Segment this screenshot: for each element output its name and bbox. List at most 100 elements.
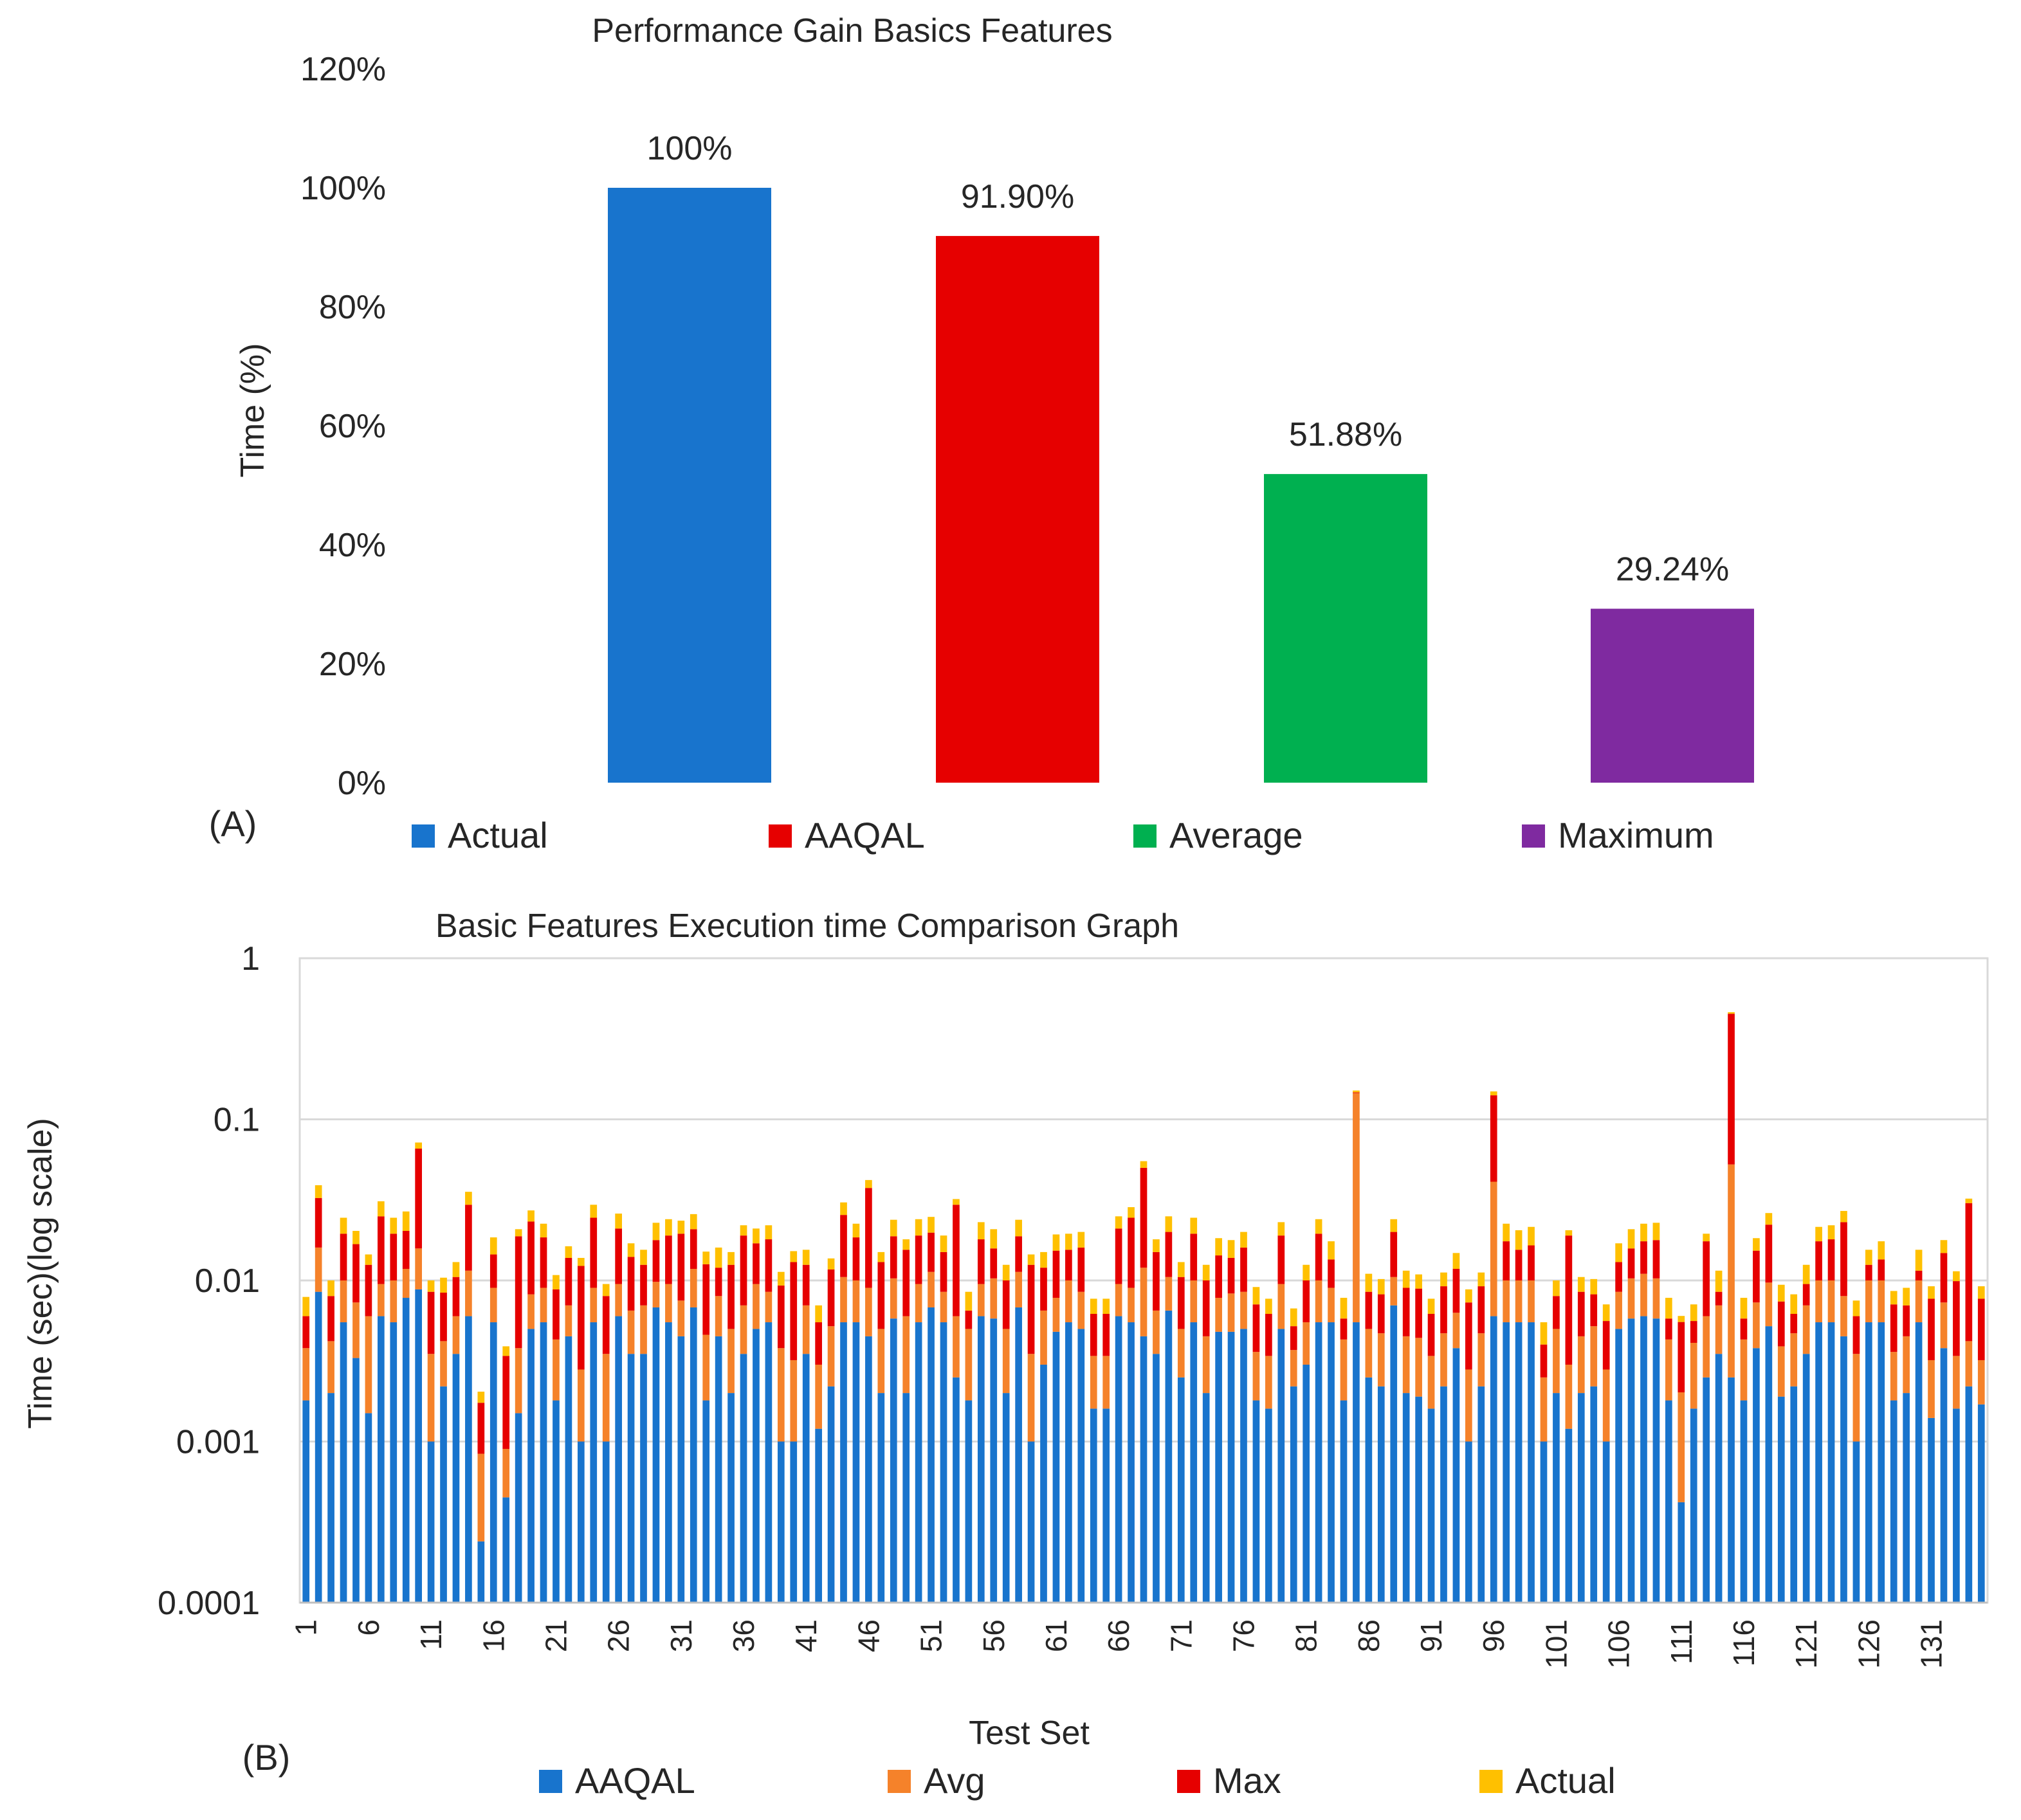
chart-b-bar-segment-actual xyxy=(1427,1298,1435,1315)
chart-b-bar-segment-aaqal xyxy=(1615,1329,1622,1603)
chart-b-bar-segment-actual xyxy=(627,1243,635,1257)
chart-b-bar-segment-max xyxy=(1240,1247,1247,1292)
chart-b-bar-segment-actual xyxy=(1865,1250,1872,1265)
chart-b-bar-segment-aaqal xyxy=(377,1316,385,1603)
chart-a-data-label: 100% xyxy=(647,130,733,167)
chart-a-data-label: 91.90% xyxy=(961,178,1074,215)
chart-b-bar-segment-avg xyxy=(1977,1360,1985,1405)
chart-b-bar-segment-aaqal xyxy=(740,1354,747,1603)
chart-b-bar-segment-aaqal xyxy=(690,1307,697,1603)
chart-b-bar-segment-max xyxy=(1090,1314,1097,1356)
chart-b-bar-segment-actual xyxy=(1027,1254,1035,1265)
chart-b-bar-segment-actual xyxy=(790,1251,798,1262)
chart-b-bar-segment-aaqal xyxy=(1515,1322,1523,1603)
chart-b-bar-segment-aaqal xyxy=(1427,1408,1435,1603)
chart-a-legend-swatch xyxy=(1522,824,1545,848)
chart-b-bar-segment-max xyxy=(1503,1241,1510,1280)
chart-b-bar-segment-avg xyxy=(727,1329,735,1394)
chart-b-bar-segment-avg xyxy=(1815,1280,1822,1323)
chart-a-legend-label: Maximum xyxy=(1558,815,1714,855)
chart-b-bar-segment-max xyxy=(1928,1298,1935,1360)
chart-b-bar-segment-actual xyxy=(1503,1223,1510,1242)
chart-b-bar-segment-max xyxy=(1753,1250,1760,1303)
chart-b-bar-segment-actual xyxy=(315,1185,322,1198)
chart-b-bar-segment-aaqal xyxy=(1503,1322,1510,1603)
chart-b-bar-segment-aaqal xyxy=(1577,1393,1585,1603)
chart-b-bar-segment-max xyxy=(502,1356,510,1449)
chart-b-bar-segment-avg xyxy=(1928,1360,1935,1418)
chart-b-bar-segment-max xyxy=(1915,1270,1923,1280)
chart-b-bar-segment-avg xyxy=(377,1284,385,1316)
chart-b-bar-segment-max xyxy=(1715,1291,1723,1306)
chart-a-data-label: 29.24% xyxy=(1616,551,1729,588)
chart-b-bar-segment-max xyxy=(1477,1286,1485,1334)
chart-b-bar-segment-avg xyxy=(1665,1339,1672,1401)
chart-b-bar-segment-avg xyxy=(640,1305,647,1354)
chart-b-bar-segment-max xyxy=(690,1229,697,1269)
chart-b-y-tick-label: 1 xyxy=(241,940,260,978)
chart-b-bar-segment-aaqal xyxy=(627,1354,635,1603)
chart-b-bar-segment-max xyxy=(1802,1284,1810,1306)
chart-a-bar-actual xyxy=(608,188,771,783)
chart-b-bar-segment-actual xyxy=(1953,1271,1960,1282)
chart-b-bar-segment-aaqal xyxy=(965,1400,973,1603)
chart-b-bar-segment-actual xyxy=(1753,1238,1760,1251)
chart-b-bar-segment-actual xyxy=(1528,1226,1535,1246)
chart-b-x-tick-label: 26 xyxy=(602,1619,636,1652)
chart-b-bar-segment-avg xyxy=(1165,1277,1173,1311)
chart-b-bar-segment-max xyxy=(1315,1233,1322,1280)
chart-b-bar-segment-avg xyxy=(1227,1293,1235,1332)
chart-b-bar-segment-actual xyxy=(1965,1198,1973,1203)
chart-b-bar-segment-avg xyxy=(1153,1310,1160,1354)
chart-b-x-tick-label: 101 xyxy=(1539,1619,1573,1669)
chart-b-bar-segment-max xyxy=(340,1233,347,1280)
chart-b-bar-segment-max xyxy=(940,1251,947,1292)
chart-b-bar-segment-avg xyxy=(715,1296,722,1336)
chart-b-bar-segment-actual xyxy=(577,1257,585,1266)
chart-b-bar-segment-aaqal xyxy=(1640,1316,1647,1603)
chart-b-bar-segment-actual xyxy=(402,1211,410,1231)
chart-b-bar-segment-aaqal xyxy=(677,1336,685,1603)
chart-b-bar-segment-aaqal xyxy=(1715,1354,1723,1603)
chart-b-bar-segment-avg xyxy=(1190,1280,1198,1323)
chart-b-bar-segment-actual xyxy=(452,1262,460,1277)
chart-b-x-tick-label: 111 xyxy=(1665,1619,1698,1664)
chart-b-bar-segment-max xyxy=(1452,1268,1460,1313)
chart-b-bar-segment-actual xyxy=(527,1210,535,1222)
chart-a-panel-label: (A) xyxy=(209,803,257,844)
chart-b-bar-segment-actual xyxy=(1815,1226,1822,1242)
chart-b-bar-segment-max xyxy=(890,1236,897,1279)
chart-b-bar-segment-actual xyxy=(565,1246,572,1258)
chart-a-legend-swatch xyxy=(1133,824,1157,848)
chart-b-bar-segment-actual xyxy=(1415,1274,1422,1289)
chart-b-bar-segment-avg xyxy=(1265,1356,1272,1409)
chart-b-bar-segment-max xyxy=(1040,1268,1047,1311)
chart-b-bar-segment-aaqal xyxy=(877,1393,885,1603)
chart-b-bar-segment-actual xyxy=(1690,1304,1697,1322)
chart-b-bar-segment-avg xyxy=(890,1278,897,1319)
chart-a-legend-label: Average xyxy=(1169,815,1303,855)
chart-b-bar-segment-max xyxy=(1465,1302,1472,1370)
chart-b-bar-segment-actual xyxy=(890,1219,897,1237)
chart-b-bar-segment-aaqal xyxy=(1252,1400,1260,1603)
chart-b-bar-segment-max xyxy=(840,1215,847,1277)
chart-b-bar-segment-max xyxy=(1077,1247,1085,1292)
chart-b-bar-segment-max xyxy=(953,1205,960,1316)
chart-a-data-label: 51.88% xyxy=(1289,416,1402,453)
chart-b-bar-segment-actual xyxy=(477,1391,485,1403)
chart-b-bar-segment-actual xyxy=(1315,1219,1322,1234)
chart-b-bar-segment-aaqal xyxy=(753,1329,760,1603)
chart-b-bar-segment-max xyxy=(1290,1326,1297,1351)
chart-b-bar-segment-max xyxy=(390,1233,398,1280)
chart-b-bar-segment-avg xyxy=(1365,1329,1373,1378)
chart-b-bar-segment-aaqal xyxy=(1015,1307,1022,1603)
chart-b-bar-segment-avg xyxy=(940,1291,947,1323)
chart-b-bar-segment-max xyxy=(515,1236,522,1349)
chart-b-bar-segment-aaqal xyxy=(1390,1305,1398,1603)
chart-b-bar-segment-avg xyxy=(1790,1333,1798,1387)
chart-b-bar-segment-aaqal xyxy=(477,1541,485,1603)
chart-b-bar-segment-actual xyxy=(1440,1272,1447,1287)
chart-b-bar-segment-aaqal xyxy=(1353,1322,1360,1603)
chart-b-bar-segment-aaqal xyxy=(1703,1377,1710,1603)
chart-b-bar-segment-aaqal xyxy=(1840,1336,1847,1603)
